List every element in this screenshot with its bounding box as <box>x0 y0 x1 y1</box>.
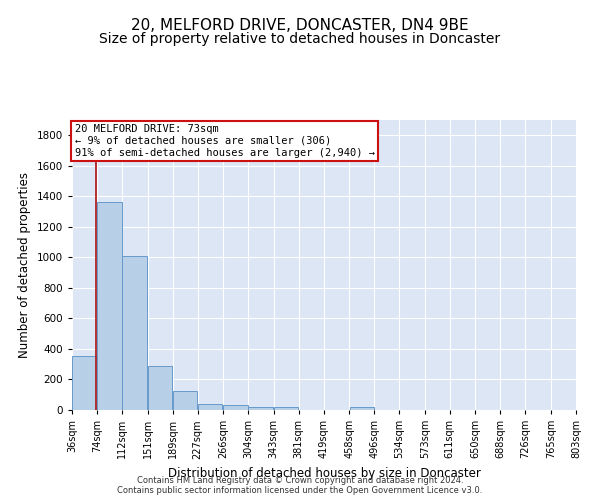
Bar <box>97 202 122 410</box>
Y-axis label: Number of detached properties: Number of detached properties <box>18 172 31 358</box>
Bar <box>122 256 146 410</box>
Bar <box>198 404 222 410</box>
Bar <box>173 391 197 410</box>
Bar <box>223 404 248 410</box>
X-axis label: Distribution of detached houses by size in Doncaster: Distribution of detached houses by size … <box>167 467 481 480</box>
Text: Contains HM Land Registry data © Crown copyright and database right 2024.
Contai: Contains HM Land Registry data © Crown c… <box>118 476 482 495</box>
Bar <box>148 366 172 410</box>
Bar <box>350 407 374 410</box>
Text: Size of property relative to detached houses in Doncaster: Size of property relative to detached ho… <box>100 32 500 46</box>
Text: 20 MELFORD DRIVE: 73sqm
← 9% of detached houses are smaller (306)
91% of semi-de: 20 MELFORD DRIVE: 73sqm ← 9% of detached… <box>74 124 374 158</box>
Bar <box>72 356 97 410</box>
Text: 20, MELFORD DRIVE, DONCASTER, DN4 9BE: 20, MELFORD DRIVE, DONCASTER, DN4 9BE <box>131 18 469 32</box>
Bar <box>274 408 298 410</box>
Bar <box>248 406 273 410</box>
